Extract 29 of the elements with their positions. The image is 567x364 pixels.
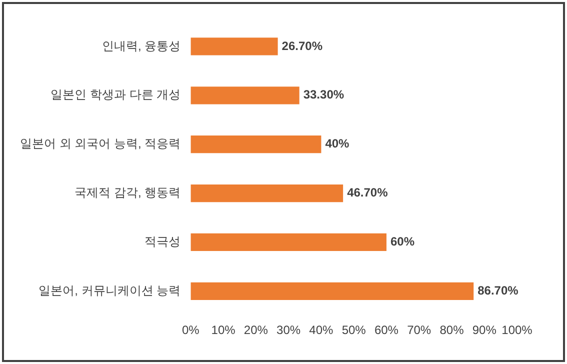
data-label: 26.70%	[282, 38, 323, 53]
x-tick-label: 60%	[374, 323, 399, 338]
data-label: 40%	[325, 136, 350, 151]
bar	[190, 282, 474, 300]
bar	[190, 136, 322, 154]
x-tick-label: 90%	[472, 323, 497, 338]
data-label: 60%	[390, 234, 415, 249]
bar	[190, 38, 278, 56]
x-tick-label: 50%	[342, 323, 366, 338]
x-tick-label: 100%	[502, 323, 533, 338]
y-tick-label: 국제적 감각, 행동력	[74, 186, 181, 200]
bar	[190, 86, 300, 104]
y-tick-label: 일본어, 커뮤니케이션 능력	[38, 283, 181, 298]
bar	[190, 233, 386, 252]
x-tick-label: 0%	[182, 323, 200, 338]
x-tick-label: 70%	[407, 323, 432, 338]
y-tick-label: 인내력, 융통성	[102, 38, 181, 53]
y-tick-label: 일본인 학생과 다른 개성	[50, 88, 181, 102]
x-tick-label: 30%	[276, 323, 301, 338]
x-tick-label: 10%	[211, 323, 236, 338]
x-tick-label: 80%	[440, 323, 464, 338]
y-tick-label: 일본어 외 외국어 능력, 적응력	[20, 136, 181, 151]
x-tick-label: 40%	[309, 323, 334, 338]
data-label: 46.70%	[347, 186, 388, 200]
bar	[190, 184, 344, 202]
data-label: 33.30%	[303, 88, 344, 102]
data-label: 86.70%	[478, 283, 519, 298]
x-tick-label: 20%	[244, 323, 268, 338]
y-tick-label: 적극성	[144, 234, 181, 249]
